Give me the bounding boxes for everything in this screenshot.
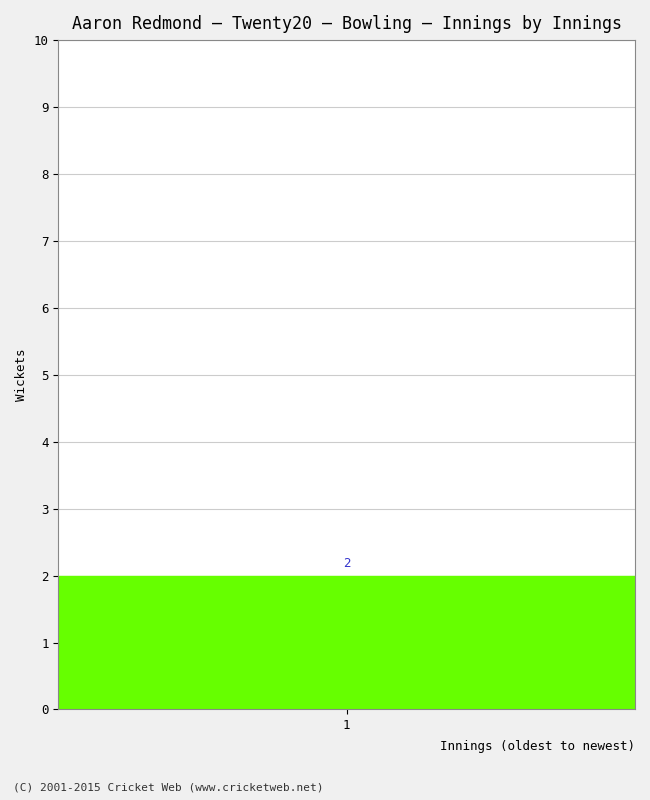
Text: (C) 2001-2015 Cricket Web (www.cricketweb.net): (C) 2001-2015 Cricket Web (www.cricketwe… bbox=[13, 782, 324, 792]
Title: Aaron Redmond – Twenty20 – Bowling – Innings by Innings: Aaron Redmond – Twenty20 – Bowling – Inn… bbox=[72, 15, 621, 33]
Y-axis label: Wickets: Wickets bbox=[15, 349, 28, 401]
Bar bbox=[58, 575, 635, 710]
Text: 2: 2 bbox=[343, 558, 350, 570]
Text: Innings (oldest to newest): Innings (oldest to newest) bbox=[440, 740, 635, 753]
